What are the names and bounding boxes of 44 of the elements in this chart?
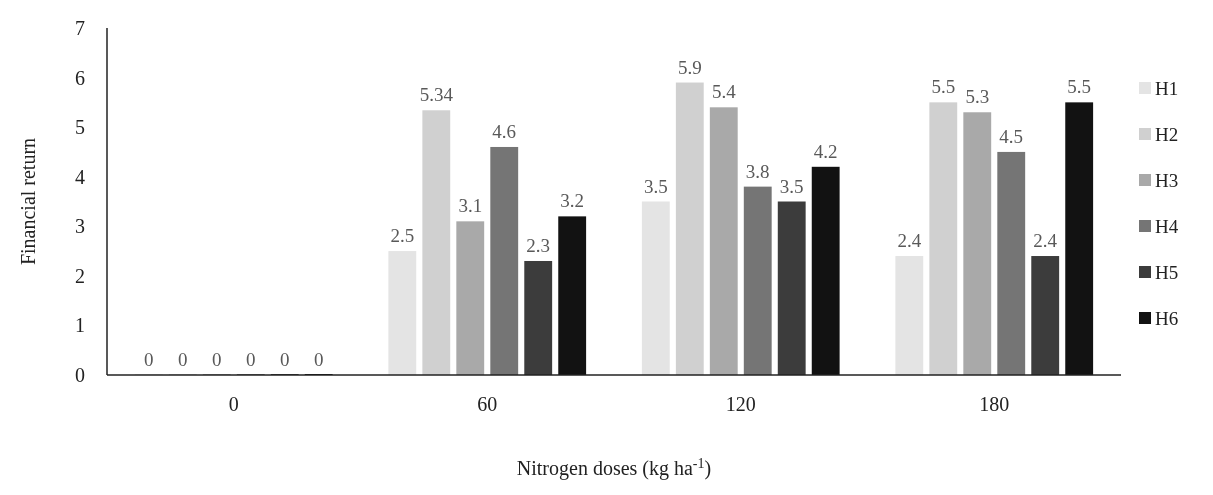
- legend-label: H2: [1155, 123, 1179, 145]
- x-tick-label: 180: [979, 393, 1010, 415]
- data-label: 4.2: [813, 140, 838, 162]
- data-label: 3.2: [560, 190, 585, 212]
- data-label: 0: [279, 349, 290, 370]
- y-axis-title: Financial return: [17, 137, 39, 266]
- data-label: 5.3: [965, 86, 990, 108]
- x-axis-title: Nitrogen doses (kg ha$^{-1}$): [516, 455, 712, 480]
- data-label: 3.5: [643, 175, 668, 197]
- y-tick-label: 3: [75, 215, 85, 238]
- y-tick-label: 2: [75, 264, 85, 287]
- legend-label: H4: [1155, 215, 1179, 237]
- y-tick-label: 5: [75, 116, 85, 139]
- data-label: 0: [245, 349, 256, 370]
- data-label: 5.5: [931, 76, 956, 98]
- legend-label: H1: [1155, 77, 1179, 99]
- data-label: 2.3: [526, 234, 551, 256]
- data-label: 5.5: [1067, 76, 1092, 98]
- data-label: 0: [313, 349, 324, 370]
- data-label: 2.5: [390, 225, 415, 247]
- y-tick-label: 7: [75, 17, 85, 39]
- y-tick-label: 1: [75, 314, 85, 337]
- data-label: 0: [144, 349, 154, 370]
- x-tick-label: 0: [228, 393, 239, 415]
- data-label: 4.6: [492, 120, 517, 142]
- legend-label: H3: [1155, 169, 1179, 191]
- data-label: 5.9: [677, 56, 702, 78]
- data-label: 4.5: [999, 125, 1024, 147]
- x-tick-label: 120: [725, 393, 756, 415]
- x-tick-label: 60: [477, 393, 498, 415]
- data-label: 2.4: [897, 230, 922, 252]
- data-label: 5.4: [711, 81, 737, 103]
- data-label: 0: [178, 349, 188, 370]
- data-label: 2.4: [1033, 230, 1058, 252]
- data-label: 3.1: [458, 195, 483, 217]
- y-tick-label: 6: [75, 66, 85, 89]
- legend-label: H5: [1155, 261, 1179, 283]
- legend-label: H6: [1155, 307, 1179, 329]
- data-label: 0: [212, 349, 222, 370]
- y-tick-label: 4: [75, 165, 85, 188]
- data-label: 3.5: [779, 175, 804, 197]
- data-label: 5.34: [419, 84, 454, 106]
- y-tick-label: 0: [75, 364, 85, 386]
- data-label: 3.8: [745, 160, 770, 182]
